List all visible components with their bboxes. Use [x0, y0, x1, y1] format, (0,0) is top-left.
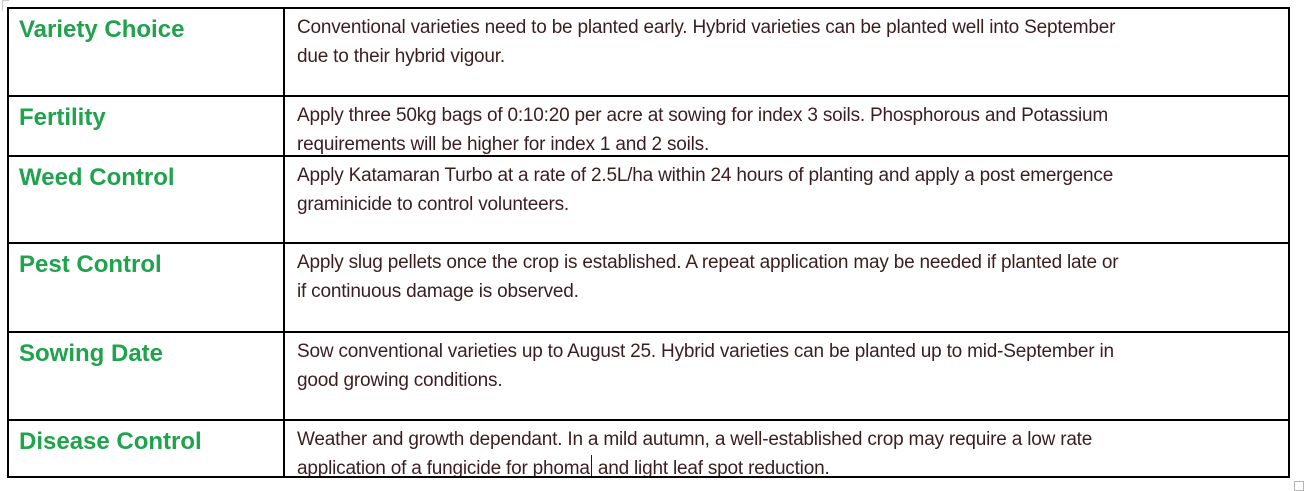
row-heading: Pest Control	[19, 251, 162, 278]
text-cursor-caret	[590, 454, 592, 476]
body-text-line: if continuous damage is observed.	[297, 280, 579, 302]
table-cell-body-sowing-date[interactable]: Sow conventional varieties up to August …	[285, 331, 1288, 419]
body-text-line: Apply slug pellets once the crop is esta…	[297, 252, 1119, 273]
table-cell-body-disease-control[interactable]: Weather and growth dependant. In a mild …	[285, 419, 1288, 476]
body-text-line: good growing conditions.	[297, 369, 503, 391]
table-cell-heading-weed-control[interactable]: Weed Control	[9, 155, 285, 242]
row-heading: Weed Control	[19, 164, 175, 191]
table-cell-body-fertility[interactable]: Apply three 50kg bags of 0:10:20 per acr…	[285, 95, 1288, 155]
table-cell-heading-variety-choice[interactable]: Variety Choice	[9, 9, 285, 95]
body-text-line: Sow conventional varieties up to August …	[297, 341, 1114, 362]
table-cell-body-variety-choice[interactable]: Conventional varieties need to be plante…	[285, 9, 1288, 95]
body-text-line: Conventional varieties need to be plante…	[297, 17, 1116, 38]
row-heading: Disease Control	[19, 428, 202, 455]
body-text-line: due to their hybrid vigour.	[297, 45, 505, 67]
row-heading: Variety Choice	[19, 16, 185, 43]
table-cell-heading-sowing-date[interactable]: Sowing Date	[9, 331, 285, 419]
row-heading: Sowing Date	[19, 340, 164, 367]
table-cell-heading-fertility[interactable]: Fertility	[9, 95, 285, 155]
table-move-handle-fragment[interactable]	[2, 0, 9, 11]
body-text-segment: application of a fungicide for phoma	[297, 457, 590, 477]
body-text-line: Weather and growth dependant. In a mild …	[297, 429, 1093, 450]
body-text-line: Apply three 50kg bags of 0:10:20 per acr…	[297, 105, 1108, 126]
body-text-line: Apply Katamaran Turbo at a rate of 2.5L/…	[297, 165, 1114, 186]
body-text-line: requirements will be higher for index 1 …	[297, 133, 710, 155]
table-resize-handle[interactable]	[1294, 481, 1304, 491]
row-heading: Fertility	[19, 104, 106, 131]
body-text-line: graminicide to control volunteers.	[297, 193, 570, 215]
table-cell-heading-disease-control[interactable]: Disease Control	[9, 419, 285, 476]
body-text-segment: and light leaf spot reduction.	[592, 457, 830, 477]
crop-management-table: Variety Choice Conventional varieties ne…	[7, 7, 1290, 478]
table-cell-body-weed-control[interactable]: Apply Katamaran Turbo at a rate of 2.5L/…	[285, 155, 1288, 242]
table-cell-heading-pest-control[interactable]: Pest Control	[9, 242, 285, 331]
table-cell-body-pest-control[interactable]: Apply slug pellets once the crop is esta…	[285, 242, 1288, 331]
body-text-line: application of a fungicide for phoma and…	[297, 454, 1282, 477]
